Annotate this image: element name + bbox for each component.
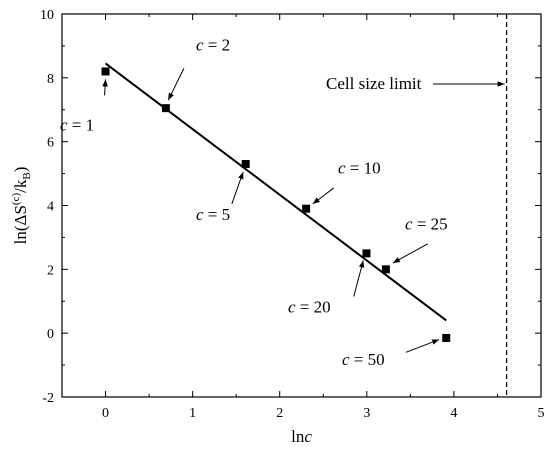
- y-tick-label: 4: [47, 200, 54, 215]
- annotation-value: = 5: [204, 205, 231, 224]
- y-tick-label: -2: [42, 391, 54, 406]
- annotation-var: c: [60, 115, 68, 134]
- annotation-arrow: [312, 187, 335, 205]
- annotation-label: c = 10: [338, 159, 381, 178]
- annotation-var: c: [196, 36, 204, 55]
- data-point-c-50: [442, 333, 451, 342]
- annotation-label: c = 5: [196, 205, 230, 224]
- y-tick-label: 2: [47, 263, 54, 278]
- annotation-value: = 10: [346, 159, 381, 178]
- x-tick-label: 5: [538, 406, 545, 421]
- y-axis-label-close: ): [11, 167, 30, 173]
- annotation-label: c = 1: [60, 115, 94, 134]
- data-point-c-2: [161, 104, 170, 113]
- y-tick-label: 6: [47, 136, 54, 151]
- data-point-c-20: [362, 249, 371, 258]
- data-points: [101, 67, 451, 342]
- annotation-var: c: [338, 159, 346, 178]
- annotation-value: = 2: [204, 36, 231, 55]
- annotation-label: c = 25: [405, 214, 448, 233]
- x-tick-label: 3: [363, 406, 370, 421]
- x-tick-label: 4: [450, 406, 457, 421]
- annotation-label: c = 50: [342, 350, 385, 369]
- annotation-arrow: [405, 339, 440, 353]
- axis-ticks: [61, 13, 542, 398]
- annotation-label: c = 20: [288, 297, 331, 316]
- annotation-arrow: [102, 79, 108, 96]
- tick-labels: 0 1 2 3 4 5 -2 0 2 4 6 8 10: [40, 8, 545, 421]
- annotation-arrow: [167, 68, 185, 101]
- y-tick-label: 0: [47, 327, 54, 342]
- annotation-arrow: [231, 171, 244, 205]
- annotation-value: = 25: [413, 214, 448, 233]
- annotation-label: c = 2: [196, 36, 230, 55]
- annotation-arrow: [392, 243, 429, 264]
- annotation-value: = 50: [350, 350, 385, 369]
- data-point-c-5: [241, 160, 250, 169]
- y-axis-label-sup: (c): [10, 193, 22, 206]
- x-axis-label-text: ln: [291, 427, 305, 446]
- x-axis-label-var: c: [304, 427, 312, 446]
- plot-frame: [61, 13, 542, 398]
- annotation-value: = 20: [296, 297, 331, 316]
- annotation-arrow: [353, 260, 365, 297]
- x-axis-label: lnc: [291, 427, 312, 446]
- annotations: c = 1c = 2c = 5c = 10c = 20c = 25c = 50: [60, 36, 448, 369]
- annotation-var: c: [288, 297, 296, 316]
- fit-line: [104, 62, 447, 322]
- x-tick-label: 1: [189, 406, 196, 421]
- data-point-c-1: [101, 67, 110, 76]
- annotation-value: = 1: [68, 115, 95, 134]
- y-axis-label-sub: B: [21, 172, 33, 179]
- y-axis-label-mid: /k: [11, 179, 30, 193]
- data-point-c-25: [381, 265, 390, 274]
- x-tick-label: 0: [102, 406, 109, 421]
- annotation-var: c: [405, 214, 413, 233]
- y-axis-label-text: ln(ΔS: [11, 205, 30, 244]
- y-tick-label: 10: [40, 8, 54, 23]
- annotation-var: c: [342, 350, 350, 369]
- x-tick-label: 2: [276, 406, 283, 421]
- y-tick-label: 8: [47, 72, 54, 87]
- annotation-var: c: [196, 205, 204, 224]
- data-point-c-10: [302, 204, 311, 213]
- y-axis-label: ln(ΔS(c)/kB): [10, 167, 33, 245]
- cell-size-limit-label: Cell size limit: [326, 74, 422, 93]
- annotation-arrows: [102, 68, 505, 353]
